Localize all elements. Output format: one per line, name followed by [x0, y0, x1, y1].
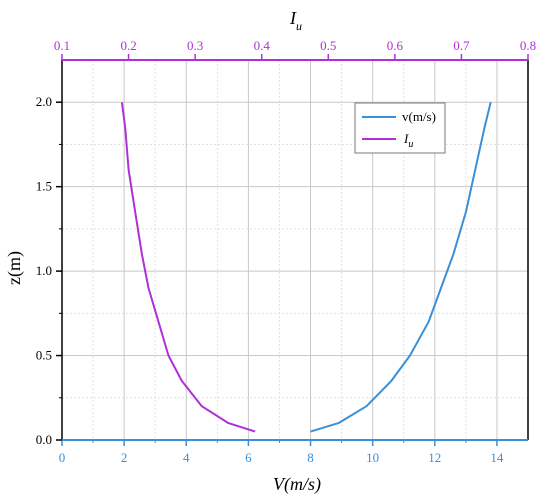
- plot-area: [120, 101, 492, 433]
- legend-label-iu-main: I: [403, 131, 409, 146]
- legend-box: [354, 102, 446, 154]
- legend-label-iu-sub: u: [408, 139, 413, 150]
- x-bottom-tick-label: 6: [245, 450, 252, 465]
- y-left-tick-label: 2.0: [36, 94, 52, 109]
- x-bottom-tick-label: 10: [366, 450, 379, 465]
- series-line-v: [310, 101, 492, 433]
- legend-label-iu: Iu: [403, 131, 413, 150]
- x-axis-top-title-sub: u: [296, 19, 302, 33]
- y-axis-title: z(m): [4, 251, 25, 285]
- legend-label-v: v(m/s): [402, 109, 436, 124]
- x-top-tick-label: 0.3: [187, 38, 203, 53]
- x-axis-bottom-title: V(m/s): [273, 474, 321, 495]
- x-bottom-tick-label: 8: [307, 450, 314, 465]
- x-top-tick-label: 0.8: [520, 38, 536, 53]
- x-axis-top-title: Iu: [289, 8, 302, 33]
- x-top-tick-label: 0.7: [453, 38, 470, 53]
- x-axis-top-title-main: I: [289, 8, 297, 28]
- axes: 0 2 4 6 8 10 12 14 0.1 0.2 0.3 0.4 0.5 0.6 0.7 0.8 0.0 0.…: [36, 38, 536, 465]
- x-bottom-tick-label: 4: [183, 450, 190, 465]
- legend: v(m/s) Iu: [354, 102, 446, 154]
- x-top-tick-label: 0.5: [320, 38, 336, 53]
- y-left-tick-label: 1.0: [36, 263, 52, 278]
- y-left-tick-label: 1.5: [36, 179, 52, 194]
- x-bottom-tick-label: 12: [428, 450, 441, 465]
- series-line-iu: [120, 102, 256, 433]
- x-top-tick-label: 0.1: [54, 38, 70, 53]
- x-bottom-tick-label: 0: [59, 450, 66, 465]
- y-left-tick-label: 0.0: [36, 432, 52, 447]
- x-top-tick-label: 0.4: [254, 38, 271, 53]
- x-top-tick-label: 0.6: [387, 38, 404, 53]
- y-left-tick-label: 0.5: [36, 348, 52, 363]
- x-bottom-tick-label: 14: [490, 450, 504, 465]
- x-top-tick-label: 0.2: [120, 38, 136, 53]
- grid: [62, 60, 528, 440]
- x-bottom-tick-label: 2: [121, 450, 128, 465]
